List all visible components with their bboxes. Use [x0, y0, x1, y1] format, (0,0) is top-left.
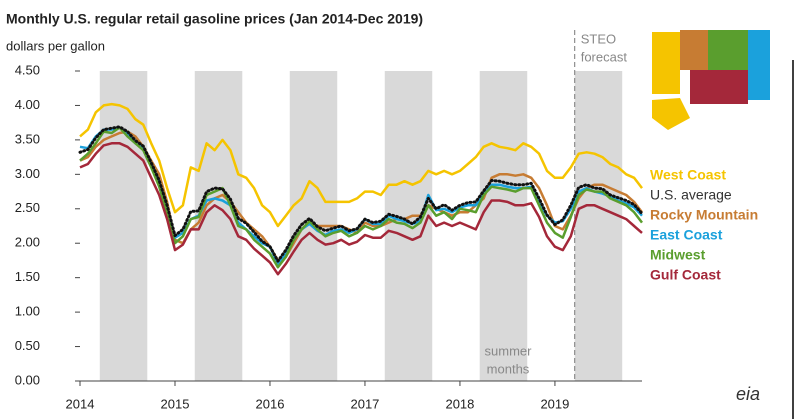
summer-shade: [194, 71, 243, 381]
y-tick-label: 0.00: [15, 372, 40, 387]
series-line: [78, 125, 644, 263]
forecast-label: forecast: [581, 49, 628, 64]
series-line: [79, 126, 643, 269]
series-line: [79, 102, 643, 228]
legend-entry: West Coast: [650, 167, 726, 183]
y-axis-label: dollars per gallon: [6, 38, 105, 53]
legend-entry: Rocky Mountain: [650, 207, 758, 223]
summer-shade: [479, 71, 528, 381]
x-tick-label: 2016: [256, 396, 285, 411]
series-line: [79, 142, 643, 276]
summer-label: summer: [485, 343, 533, 358]
y-tick-label: 4.50: [15, 62, 40, 77]
x-tick-label: 2018: [445, 396, 474, 411]
legend-entry: U.S. average: [650, 187, 732, 203]
forecast-label: STEO: [581, 31, 616, 46]
y-tick-label: 4.00: [15, 97, 40, 112]
chart-title: Monthly U.S. regular retail gasoline pri…: [6, 11, 423, 27]
legend-entry: Gulf Coast: [650, 267, 721, 283]
x-tick-label: 2019: [540, 396, 569, 411]
y-tick-label: 1.50: [15, 269, 40, 284]
y-tick-label: 1.00: [15, 304, 40, 319]
summer-shade: [574, 71, 623, 381]
y-tick-label: 2.00: [15, 235, 40, 250]
x-tick-label: 2017: [350, 396, 379, 411]
y-tick-label: 0.50: [15, 338, 40, 353]
region-map: [652, 30, 770, 130]
x-tick-label: 2014: [66, 396, 95, 411]
x-tick-label: 2015: [161, 396, 190, 411]
y-tick-label: 3.00: [15, 166, 40, 181]
summer-shade: [99, 71, 148, 381]
legend-entry: Midwest: [650, 247, 706, 263]
y-tick-label: 2.50: [15, 200, 40, 215]
y-tick-label: 3.50: [15, 131, 40, 146]
summer-label: months: [487, 361, 530, 376]
source-logo: eia: [736, 384, 760, 404]
legend-entry: East Coast: [650, 227, 723, 243]
